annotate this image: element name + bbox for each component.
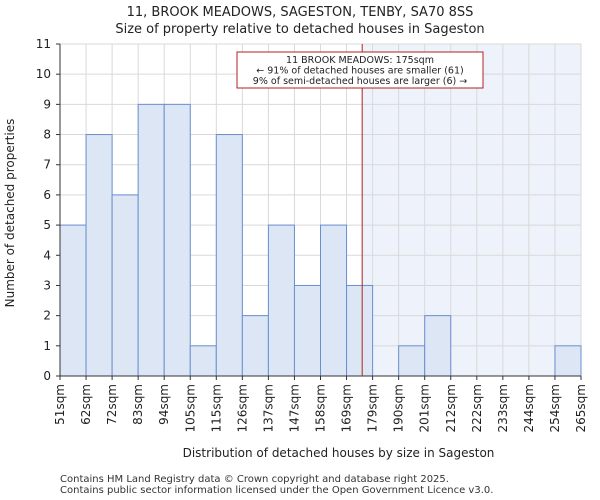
x-tick-label: 244sqm [522,384,536,432]
footer-line-1: Contains HM Land Registry data © Crown c… [60,474,449,485]
x-tick-label: 62sqm [79,384,93,425]
y-tick-label: 4 [43,248,51,262]
histogram-bar [320,224,348,377]
annotation-line: 9% of semi-detached houses are larger (6… [253,76,467,87]
histogram-bar [189,345,217,377]
x-tick-label: 190sqm [392,384,406,432]
histogram-bar [137,103,165,377]
histogram-bar [85,134,113,377]
y-tick-label: 0 [43,369,51,383]
y-tick-label: 9 [43,97,51,111]
annotation-box [236,51,484,89]
histogram-bar [59,224,87,377]
y-axis-label: Number of detached properties [3,119,17,308]
x-tick-label: 72sqm [105,384,119,425]
chart-subtitle: Size of property relative to detached ho… [115,22,485,37]
x-tick-label: 254sqm [548,384,562,432]
x-tick-label: 169sqm [340,384,354,432]
x-tick-label: 51sqm [53,384,67,425]
y-tick-label: 11 [36,37,51,51]
annotation-line: 11 BROOK MEADOWS: 175sqm [286,55,434,66]
x-tick-label: 137sqm [261,384,275,432]
histogram-bar [346,284,374,377]
x-tick-label: 83sqm [131,384,145,425]
x-tick-label: 179sqm [366,384,380,432]
histogram-bar [398,345,426,377]
histogram-bar [267,224,295,377]
x-tick-label: 115sqm [209,384,223,432]
y-tick-label: 2 [43,309,51,323]
y-tick-label: 1 [43,339,51,353]
histogram-bar [215,134,243,377]
footer-line-2: Contains public sector information licen… [60,485,494,496]
x-tick-label: 126sqm [235,384,249,432]
histogram-bar [293,284,322,377]
y-tick-label: 8 [43,128,51,142]
annotation-line: ← 91% of detached houses are smaller (61… [256,66,463,77]
x-tick-label: 222sqm [470,384,484,432]
x-tick-label: 265sqm [574,384,588,432]
y-tick-label: 7 [43,158,51,172]
histogram-bar [163,103,191,377]
y-tick-label: 6 [43,188,51,202]
chart-title: 11, BROOK MEADOWS, SAGESTON, TENBY, SA70… [126,5,474,20]
histogram-bar [111,194,139,377]
x-tick-label: 147sqm [287,384,301,432]
histogram-bar [424,315,452,377]
x-tick-label: 201sqm [418,384,432,432]
y-tick-label: 10 [36,67,51,81]
histogram-bar [554,345,582,377]
x-tick-label: 158sqm [314,384,328,432]
larger-region-shade [362,44,581,376]
histogram-bar [241,315,269,377]
y-tick-label: 5 [43,218,51,232]
x-tick-label: 94sqm [157,384,171,425]
x-tick-label: 212sqm [444,384,458,432]
x-axis-label: Distribution of detached houses by size … [183,446,495,460]
x-tick-label: 233sqm [496,384,510,432]
x-tick-label: 105sqm [183,384,197,432]
y-tick-label: 3 [43,278,51,292]
